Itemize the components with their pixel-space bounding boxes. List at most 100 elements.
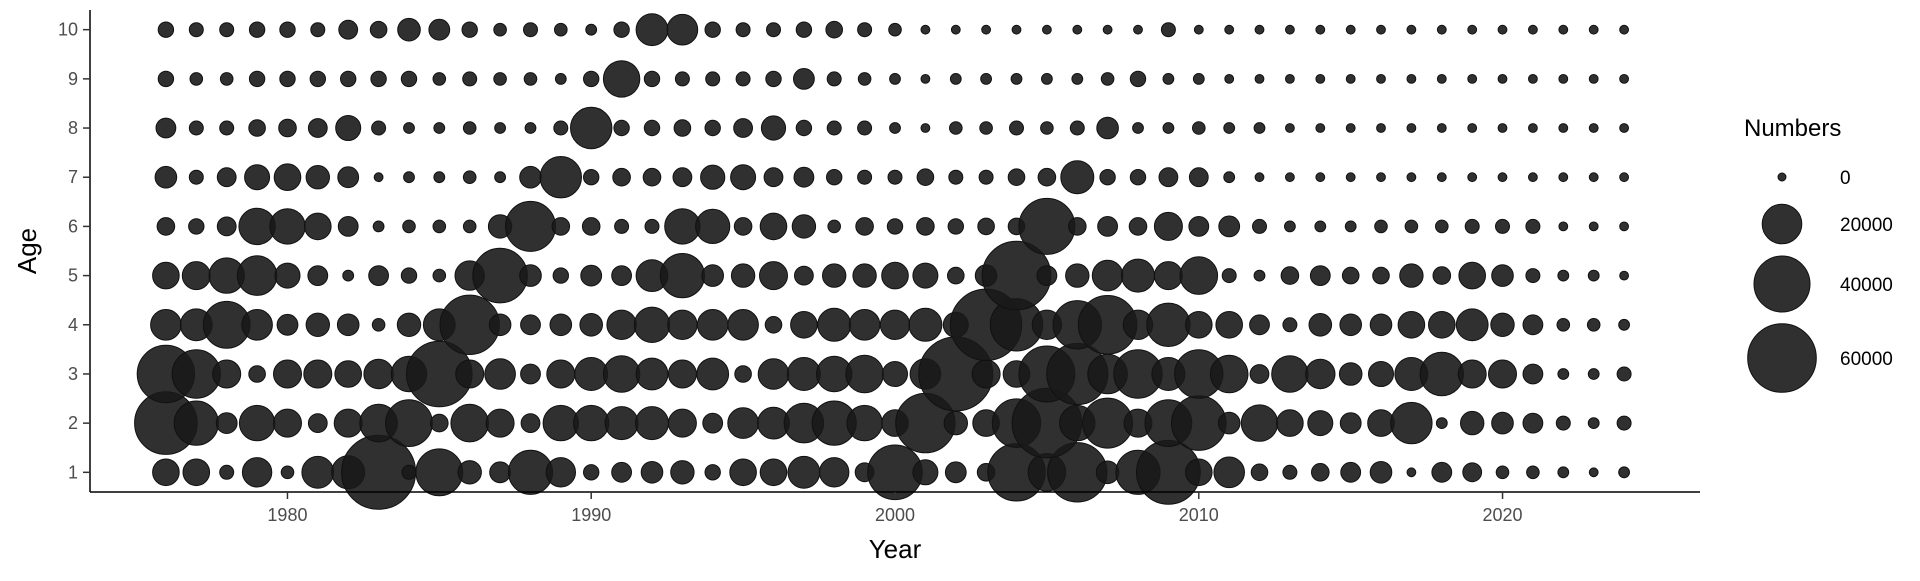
bubble-2017-age-10 [1406, 24, 1417, 35]
bubble-1991-age-7 [612, 167, 631, 187]
bubble-2002-age-8 [949, 121, 963, 135]
bubble-2024-age-5 [1619, 270, 1629, 281]
bubble-1986-age-10 [461, 21, 478, 38]
bubble-1987-age-7 [494, 171, 507, 184]
bubble-2011-age-6 [1218, 215, 1241, 238]
bubble-2001-age-10 [920, 24, 931, 35]
bubble-1993-age-6 [664, 208, 701, 245]
bubble-2004-age-8 [1009, 120, 1024, 136]
bubble-2019-age-6 [1464, 218, 1480, 234]
bubble-1992-age-9 [643, 70, 661, 88]
bubble-1988-age-7 [519, 165, 542, 189]
bubble-1982-age-4 [336, 313, 360, 337]
y-tick-label-9: 9 [68, 69, 78, 89]
bubble-1996-age-7 [763, 167, 784, 188]
bubble-2019-age-9 [1467, 74, 1478, 84]
bubble-2012-age-1 [1250, 463, 1269, 482]
bubble-2019-age-1 [1462, 462, 1483, 483]
bubble-1991-age-3 [602, 355, 641, 393]
bubble-2023-age-3 [1587, 368, 1600, 380]
bubble-1994-age-7 [700, 164, 726, 190]
bubble-2006-age-9 [1071, 73, 1084, 85]
bubble-2005-age-9 [1041, 73, 1053, 85]
bubble-2022-age-2 [1555, 415, 1571, 431]
bubble-2023-age-6 [1588, 221, 1599, 232]
bubble-2012-age-9 [1254, 74, 1265, 84]
bubble-2007-age-7 [1099, 169, 1116, 186]
bubble-1984-age-9 [400, 70, 418, 88]
bubble-2001-age-7 [916, 168, 935, 186]
bubble-2007-age-9 [1100, 72, 1115, 86]
bubble-2008-age-8 [1132, 122, 1144, 134]
bubble-1986-age-2 [450, 403, 490, 443]
bubble-1990-age-9 [583, 70, 600, 88]
bubble-1991-age-5 [611, 265, 632, 287]
bubble-2005-age-7 [1037, 167, 1057, 187]
bubble-2018-age-8 [1436, 123, 1447, 133]
bubble-1994-age-5 [701, 264, 725, 287]
bubble-1990-age-5 [580, 264, 603, 287]
bubble-1984-age-10 [397, 17, 421, 42]
bubble-1995-age-9 [735, 71, 751, 87]
bubble-2008-age-5 [1121, 258, 1155, 293]
bubble-1985-age-5 [432, 268, 447, 283]
bubble-1986-age-1 [457, 460, 482, 485]
bubble-1976-age-5 [152, 261, 180, 290]
bubble-1976-age-6 [156, 217, 176, 236]
bubble-2016-age-7 [1376, 172, 1386, 183]
bubble-1983-age-5 [368, 265, 390, 287]
bubble-2020-age-8 [1497, 123, 1508, 133]
bubble-1990-age-10 [585, 23, 598, 36]
bubble-1981-age-5 [307, 265, 329, 287]
bubble-1998-age-6 [827, 219, 842, 234]
bubble-1993-age-7 [672, 167, 693, 188]
bubble-2009-age-7 [1158, 167, 1179, 188]
bubble-2007-age-6 [1097, 216, 1118, 237]
bubble-1983-age-4 [371, 318, 386, 332]
bubble-1989-age-5 [552, 267, 569, 284]
bubble-2013-age-8 [1285, 123, 1295, 133]
bubble-1978-age-3 [212, 359, 242, 389]
bubble-2000-age-9 [889, 73, 901, 85]
bubble-2024-age-8 [1619, 123, 1629, 133]
y-tick-label-10: 10 [58, 20, 78, 40]
bubble-1992-age-4 [633, 306, 671, 343]
bubble-1994-age-9 [705, 71, 721, 87]
bubble-2024-age-4 [1618, 318, 1630, 331]
x-axis-title: Year [869, 534, 922, 564]
bubble-2013-age-10 [1285, 24, 1295, 35]
bubble-1997-age-4 [790, 311, 818, 339]
bubble-2012-age-10 [1254, 24, 1265, 35]
bubble-2000-age-10 [888, 22, 902, 37]
bubble-2010-age-4 [1185, 311, 1213, 339]
x-tick-label-2020: 2020 [1483, 505, 1523, 525]
bubble-2014-age-10 [1315, 24, 1326, 35]
bubble-1981-age-10 [310, 22, 326, 38]
bubble-2013-age-2 [1276, 409, 1304, 437]
bubble-1981-age-3 [303, 359, 333, 389]
bubble-2015-age-4 [1339, 313, 1362, 337]
bubble-1991-age-6 [614, 218, 630, 234]
bubble-1979-age-7 [244, 164, 271, 191]
bubble-2007-age-8 [1096, 116, 1119, 140]
bubble-1986-age-8 [462, 121, 477, 135]
y-tick-label-4: 4 [68, 315, 78, 335]
y-tick-label-2: 2 [68, 413, 78, 433]
bubble-2014-age-6 [1314, 220, 1327, 233]
bubble-2017-age-6 [1404, 219, 1419, 234]
bubble-2018-age-6 [1435, 219, 1449, 234]
bubble-1995-age-10 [735, 22, 751, 38]
bubble-1980-age-5 [274, 262, 301, 289]
legend: Numbers 0 20000 40000 60000 [1744, 115, 1893, 393]
bubble-2011-age-8 [1223, 122, 1236, 134]
bubble-2002-age-1 [944, 461, 967, 484]
bubble-2008-age-9 [1129, 70, 1147, 88]
bubble-2024-age-9 [1619, 74, 1629, 84]
bubble-2013-age-9 [1285, 74, 1295, 84]
bubble-1985-age-6 [432, 219, 447, 234]
bubble-2009-age-4 [1146, 302, 1191, 347]
bubble-2010-age-5 [1179, 256, 1219, 295]
bubble-1986-age-3 [455, 359, 485, 389]
bubble-1990-age-1 [583, 464, 600, 481]
bubble-2015-age-7 [1345, 172, 1356, 183]
